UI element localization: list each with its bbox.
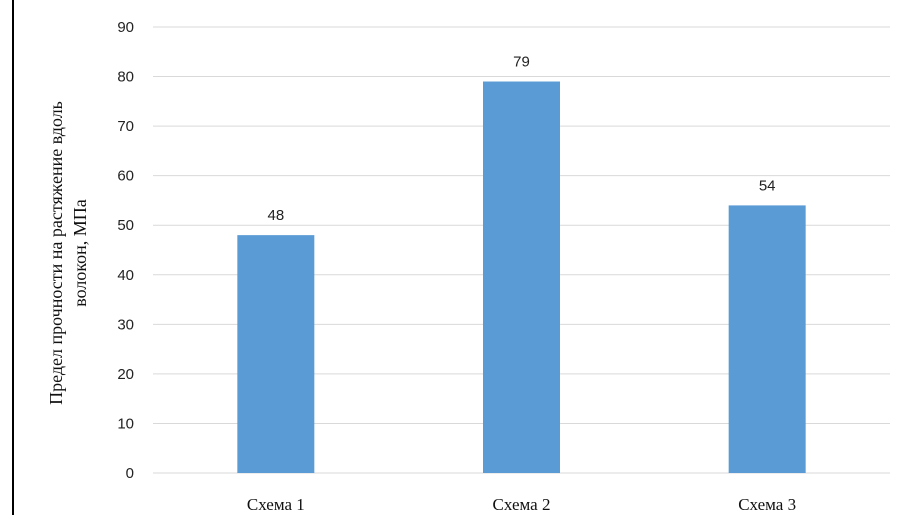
bar bbox=[237, 235, 315, 473]
y-tick-label: 60 bbox=[117, 168, 134, 185]
y-tick-label: 50 bbox=[117, 217, 134, 234]
y-tick-label: 70 bbox=[117, 118, 134, 135]
data-labels: 48 79 54 bbox=[267, 54, 775, 225]
y-axis-ticks: 0 10 20 30 40 50 60 70 80 90 bbox=[117, 19, 134, 482]
data-label: 54 bbox=[759, 177, 776, 194]
bar bbox=[483, 81, 560, 473]
data-label: 48 bbox=[267, 207, 284, 224]
y-axis-label-line-1: Предел прочности на растяжение вдоль bbox=[46, 101, 66, 405]
y-tick-label: 80 bbox=[117, 69, 134, 86]
bar bbox=[728, 205, 806, 473]
data-label: 79 bbox=[513, 54, 530, 71]
left-border-line bbox=[12, 0, 14, 515]
x-axis-categories: Схема 1 Схема 2 Схема 3 bbox=[247, 495, 796, 514]
y-tick-label: 20 bbox=[117, 366, 134, 383]
y-tick-label: 10 bbox=[117, 415, 134, 432]
y-tick-label: 30 bbox=[117, 316, 134, 333]
y-tick-label: 90 bbox=[117, 19, 134, 36]
x-category-label: Схема 1 bbox=[247, 495, 305, 514]
y-tick-label: 0 bbox=[126, 465, 134, 482]
x-category-label: Схема 3 bbox=[738, 495, 796, 514]
y-axis-label-line-2: волокон, МПа bbox=[70, 199, 90, 307]
bars bbox=[237, 81, 806, 473]
x-category-label: Схема 2 bbox=[493, 495, 551, 514]
y-tick-label: 40 bbox=[117, 267, 134, 284]
y-axis-label: Предел прочности на растяжение вдоль вол… bbox=[46, 101, 90, 405]
